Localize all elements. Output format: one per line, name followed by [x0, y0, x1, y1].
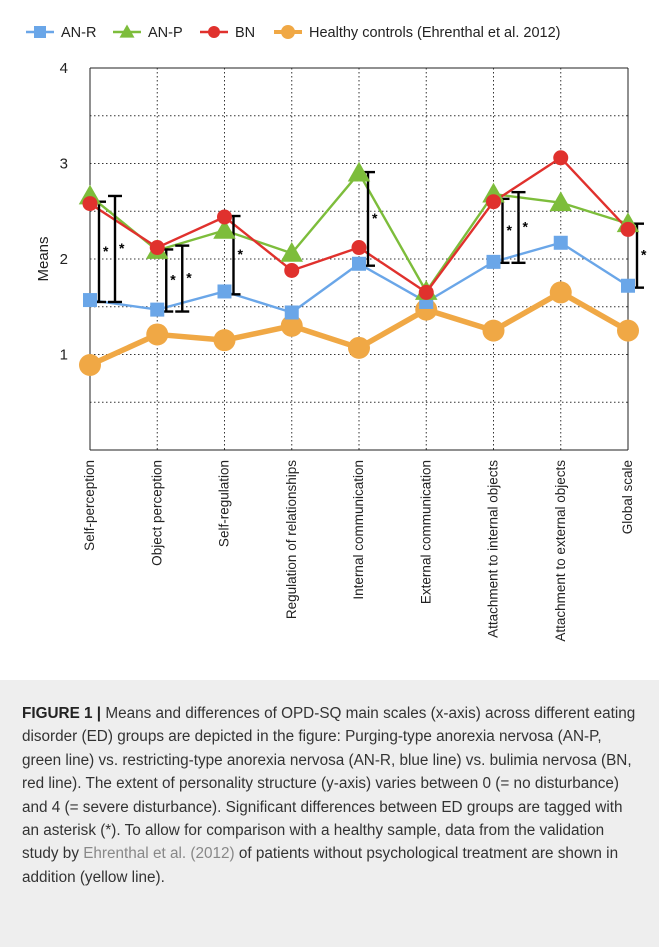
marker-bn — [149, 240, 165, 256]
y-tick-label: 2 — [60, 251, 68, 268]
marker-healthy-controls-ehrenthal-et-al-2012 — [617, 319, 639, 342]
marker-bn — [418, 284, 434, 300]
marker-bn — [553, 150, 569, 166]
marker-healthy-controls-ehrenthal-et-al-2012 — [280, 314, 303, 337]
marker-an-r — [352, 256, 366, 271]
significance-asterisk: * — [238, 246, 244, 262]
marker-bn — [351, 240, 367, 256]
caption-citation-link[interactable]: Ehrenthal et al. (2012) — [83, 845, 235, 863]
marker-an-p — [213, 219, 236, 239]
x-tick-label-external-communication: External communication — [418, 460, 433, 604]
significance-asterisk: * — [641, 247, 647, 263]
legend-label: AN-R — [61, 25, 96, 41]
chart-markers — [78, 150, 640, 377]
legend-label: BN — [235, 25, 255, 41]
significance-asterisk: * — [507, 222, 513, 238]
x-tick-label-self-regulation: Self-regulation — [217, 460, 232, 547]
legend-item-bn: BN — [200, 25, 255, 41]
legend-label: Healthy controls (Ehrenthal et al. 2012) — [309, 25, 560, 41]
marker-an-p — [549, 191, 572, 212]
legend-item-an-r: AN-R — [26, 25, 96, 41]
caption-text-part2: of patients without psychological treatm… — [22, 845, 619, 886]
caption-text-part1: Means and differences of OPD-SQ main sca… — [22, 705, 636, 863]
x-tick-labels: Self-perception Object perception Self-reg… — [82, 460, 635, 642]
marker-an-r — [284, 305, 299, 320]
marker-bn — [284, 262, 300, 278]
marker-an-r — [217, 284, 232, 299]
marker-healthy-controls-ehrenthal-et-al-2012 — [146, 323, 169, 346]
significance-asterisk: * — [186, 270, 192, 286]
chart-legend: AN-R AN-P BN Healthy controls (Ehrenthal et… — [26, 24, 560, 41]
marker-bn — [620, 221, 636, 237]
x-tick-label-self-perception: Self-perception — [82, 460, 97, 551]
marker-bn — [82, 196, 98, 212]
marker-an-r — [621, 278, 635, 293]
legend-item-an-p: AN-P — [113, 24, 183, 41]
marker-an-p — [119, 24, 135, 38]
significance-asterisk: * — [119, 240, 125, 256]
y-tick-label: 1 — [60, 347, 68, 364]
chart-axes: 1 2 3 4 Means — [35, 60, 629, 451]
marker-bn — [486, 194, 501, 210]
significance-asterisk: * — [523, 218, 529, 234]
marker-healthy-controls-ehrenthal-et-al-2012 — [482, 319, 505, 342]
figure-label: FIGURE 1 | — [22, 705, 102, 722]
marker-an-r — [486, 254, 501, 269]
marker-an-r — [83, 293, 97, 308]
significance-asterisk: * — [372, 210, 378, 226]
marker-healthy-controls-ehrenthal-et-al-2012 — [79, 354, 101, 377]
x-tick-label-regulation-of-relationships: Regulation of relationships — [284, 460, 299, 619]
legend-item-healthy-controls-ehrenthal-et-al-2012: Healthy controls (Ehrenthal et al. 2012) — [274, 25, 560, 41]
y-tick-label: 3 — [60, 156, 68, 173]
x-tick-label-attachment-to-internal-objects: Attachment to internal objects — [486, 460, 501, 638]
marker-an-r — [34, 26, 46, 38]
opd-sq-line-chart: AN-R AN-P BN Healthy controls (Ehrenthal et… — [26, 24, 647, 642]
y-tick-label: 4 — [60, 60, 68, 77]
marker-an-r — [150, 302, 165, 317]
x-tick-label-global-scale: Global scale — [620, 460, 635, 534]
y-axis-label: Means — [35, 236, 52, 281]
x-tick-label-internal-communication: Internal communication — [351, 460, 366, 600]
marker-bn — [217, 209, 232, 225]
marker-bn — [208, 26, 220, 38]
marker-an-r — [553, 235, 568, 250]
marker-healthy-controls-ehrenthal-et-al-2012 — [281, 25, 295, 39]
significance-asterisk: * — [103, 243, 109, 259]
legend-label: AN-P — [148, 25, 183, 41]
marker-healthy-controls-ehrenthal-et-al-2012 — [549, 281, 572, 304]
significance-asterisk: * — [170, 271, 176, 287]
marker-an-p — [280, 242, 303, 262]
marker-healthy-controls-ehrenthal-et-al-2012 — [213, 329, 236, 352]
figure-caption: FIGURE 1 | Means and differences of OPD-… — [0, 680, 659, 947]
x-tick-label-object-perception: Object perception — [149, 460, 164, 566]
marker-an-p — [347, 161, 371, 182]
x-tick-label-attachment-to-external-objects: Attachment to external objects — [553, 460, 568, 642]
marker-healthy-controls-ehrenthal-et-al-2012 — [348, 336, 370, 359]
